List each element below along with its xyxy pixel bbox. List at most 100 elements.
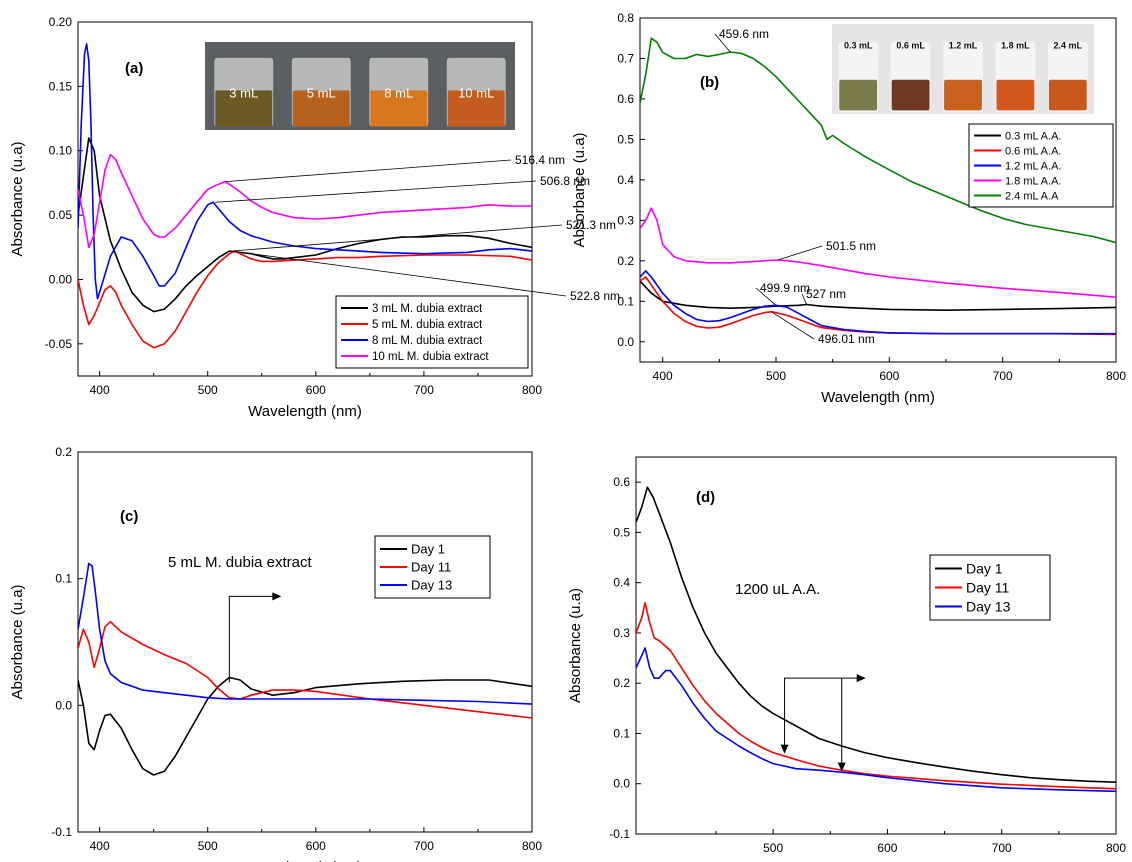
- y-tick-label: 0.2: [613, 676, 630, 690]
- annotation-leader: [714, 33, 731, 53]
- inset-photo-label: 3 mL: [229, 85, 258, 100]
- annotation-leader: [771, 311, 815, 340]
- y-tick-label: 0.1: [613, 726, 630, 740]
- arrow-head-icon: [856, 674, 866, 683]
- x-tick-label: 800: [1106, 369, 1126, 383]
- plot-frame: [639, 17, 1117, 363]
- peak-annotation: 527 nm: [806, 287, 846, 301]
- annotation-leader: [777, 245, 823, 261]
- y-axis-label: Absorbance (u.a): [9, 141, 26, 256]
- panel-b: 400 500 600 700 800 0.0 0.1 0.2 0.3 0.4 0.5 0.6 0.7 0…: [571, 11, 1126, 406]
- inset-photo-label: 1.2 mL: [949, 40, 978, 50]
- legend-label: 3 mL M. dubia extract: [372, 303, 483, 315]
- beaker-liquid: [447, 90, 505, 127]
- panel-c: 400 500 600 700 800 -0.1 0.0 0.1 0.2 Wavelength (…: [9, 445, 542, 862]
- series-line-1: [636, 486, 1116, 783]
- x-axis-label: Wavelength (nm): [248, 859, 362, 862]
- series-line-1: [78, 676, 532, 776]
- series-line-3: [78, 562, 532, 705]
- inset-photo-label: 0.6 mL: [896, 40, 925, 50]
- y-tick-label: 0.20: [49, 15, 73, 29]
- legend: 3 mL M. dubia extract 5 mL M. dubia extra…: [335, 295, 529, 369]
- x-tick-label: 400: [90, 839, 110, 853]
- y-tick-label: -0.1: [609, 827, 630, 841]
- series-line-4: [78, 153, 532, 249]
- y-tick-label: 0.0: [613, 777, 630, 791]
- plot-frame: [77, 451, 533, 833]
- x-tick-label: 700: [993, 369, 1013, 383]
- x-tick-label: 400: [653, 369, 673, 383]
- x-tick-label: 500: [198, 839, 218, 853]
- series-line-2: [640, 276, 1116, 336]
- peak-annotation: 501.5 nm: [826, 239, 876, 253]
- legend-label: Day 11: [966, 580, 1010, 596]
- x-tick-label: 800: [522, 383, 542, 397]
- annotation-leader: [215, 180, 537, 203]
- series-line-5: [640, 37, 1116, 244]
- series-group: [636, 486, 1116, 793]
- beaker-liquid: [1048, 79, 1087, 111]
- panel-label: (b): [700, 74, 719, 91]
- y-tick-label: 0.4: [617, 173, 634, 187]
- x-tick-label: 700: [414, 839, 434, 853]
- x-tick-label: 800: [522, 839, 542, 853]
- y-tick-label: 0.2: [55, 445, 72, 459]
- peak-annotation: 459.6 nm: [719, 27, 769, 41]
- y-tick-label: 0.10: [49, 144, 73, 158]
- inset-photo-label: 8 mL: [384, 85, 413, 100]
- legend: 0.3 mL A.A. 0.6 mL A.A. 1.2 mL A.A. 1.8 mL …: [968, 123, 1114, 208]
- y-tick-label: 0.1: [55, 572, 72, 586]
- beaker-liquid: [370, 90, 428, 127]
- legend-label: Day 13: [411, 578, 452, 593]
- peak-annotation: 522.8 nm: [570, 289, 620, 303]
- x-tick-label: 600: [877, 841, 897, 855]
- annotation-leader: [225, 159, 512, 183]
- peak-annotation: 496.01 nm: [818, 332, 875, 346]
- series-line-3: [78, 43, 532, 300]
- y-axis-label: Absorbance (u.a): [567, 588, 584, 703]
- beaker-liquid: [292, 90, 350, 127]
- inset-photo-label: 2.4 mL: [1054, 40, 1083, 50]
- legend-label: Day 1: [411, 542, 445, 557]
- sample-annotation: 5 mL M. dubia extract: [168, 554, 313, 571]
- y-tick-label: 0.00: [49, 272, 73, 286]
- beaker-liquid: [944, 79, 982, 111]
- legend: Day 1 Day 11 Day 13: [929, 554, 1051, 621]
- y-tick-label: 0.7: [617, 51, 634, 65]
- annotation-leader: [755, 287, 777, 306]
- peak-annotation: 521.3 nm: [566, 218, 616, 232]
- x-tick-label: 800: [1106, 841, 1126, 855]
- y-tick-label: 0.6: [613, 475, 630, 489]
- legend-label: 2.4 mL A.A: [1005, 190, 1059, 202]
- panel-label: (a): [125, 60, 143, 77]
- legend-label: Day 11: [411, 560, 451, 575]
- panel-a: 400 500 600 700 800 -0.05 0.00 0.05 0.10 0.15 0.20…: [9, 15, 620, 420]
- series-group: [640, 37, 1116, 336]
- peak-annotation: 506.8 nm: [540, 174, 590, 188]
- series-line-2: [636, 602, 1116, 790]
- series-group: [78, 562, 532, 776]
- y-tick-label: 0.0: [55, 698, 72, 712]
- legend-label: 5 mL M. dubia extract: [372, 319, 483, 331]
- legend-label: Day 13: [966, 599, 1011, 615]
- panel-d: 500600700800-0.10.00.10.20.30.40.50.6Wav…: [567, 456, 1126, 862]
- legend-label: 1.8 mL A.A.: [1005, 175, 1061, 187]
- y-tick-label: 0.15: [49, 79, 73, 93]
- series-line-3: [640, 270, 1116, 335]
- inset-photo-label: 0.3 mL: [844, 40, 873, 50]
- y-tick-label: 0.05: [49, 208, 73, 222]
- peak-annotation: 499.9 nm: [760, 281, 810, 295]
- y-tick-label: 0.0: [617, 335, 634, 349]
- legend-label: 0.3 mL A.A.: [1005, 130, 1061, 142]
- y-tick-label: 0.3: [617, 213, 634, 227]
- y-tick-label: -0.1: [51, 825, 72, 839]
- y-axis-label: Absorbance (u.a): [571, 132, 588, 247]
- x-tick-label: 500: [763, 841, 783, 855]
- y-tick-label: 0.8: [617, 11, 634, 25]
- x-tick-label: 600: [306, 383, 326, 397]
- x-tick-label: 500: [766, 369, 786, 383]
- beaker-liquid: [891, 79, 930, 111]
- y-axis-label: Absorbance (u.a): [9, 584, 26, 699]
- beaker-liquid: [215, 90, 273, 127]
